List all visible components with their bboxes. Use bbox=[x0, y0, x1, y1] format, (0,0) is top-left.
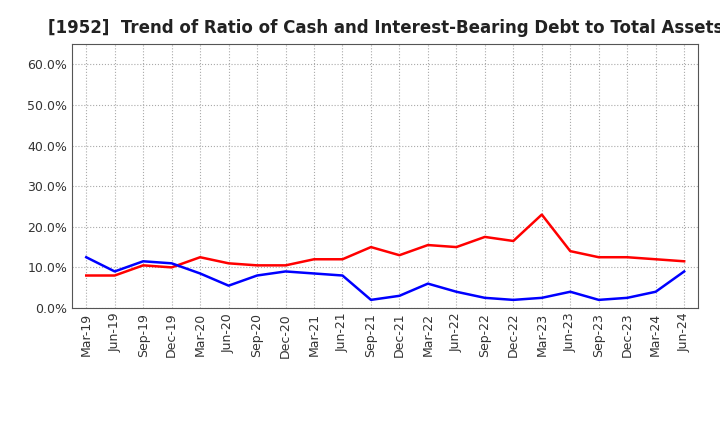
Cash bbox=[423, 242, 432, 248]
Cash bbox=[82, 273, 91, 278]
Cash bbox=[566, 249, 575, 254]
Cash bbox=[509, 238, 518, 244]
Cash bbox=[139, 263, 148, 268]
Cash bbox=[110, 273, 119, 278]
Title: [1952]  Trend of Ratio of Cash and Interest-Bearing Debt to Total Assets: [1952] Trend of Ratio of Cash and Intere… bbox=[48, 19, 720, 37]
Interest-Bearing Debt bbox=[196, 271, 204, 276]
Cash bbox=[537, 212, 546, 217]
Interest-Bearing Debt bbox=[338, 273, 347, 278]
Interest-Bearing Debt bbox=[566, 289, 575, 294]
Cash bbox=[395, 253, 404, 258]
Interest-Bearing Debt bbox=[110, 269, 119, 274]
Interest-Bearing Debt bbox=[452, 289, 461, 294]
Cash bbox=[196, 255, 204, 260]
Cash bbox=[652, 257, 660, 262]
Cash bbox=[282, 263, 290, 268]
Line: Cash: Cash bbox=[86, 215, 684, 275]
Cash bbox=[310, 257, 318, 262]
Line: Interest-Bearing Debt: Interest-Bearing Debt bbox=[86, 257, 684, 300]
Interest-Bearing Debt bbox=[225, 283, 233, 288]
Cash bbox=[167, 265, 176, 270]
Interest-Bearing Debt bbox=[423, 281, 432, 286]
Interest-Bearing Debt bbox=[680, 269, 688, 274]
Interest-Bearing Debt bbox=[480, 295, 489, 301]
Interest-Bearing Debt bbox=[366, 297, 375, 303]
Interest-Bearing Debt bbox=[595, 297, 603, 303]
Interest-Bearing Debt bbox=[167, 260, 176, 266]
Interest-Bearing Debt bbox=[82, 255, 91, 260]
Cash bbox=[452, 245, 461, 250]
Interest-Bearing Debt bbox=[537, 295, 546, 301]
Cash bbox=[253, 263, 261, 268]
Interest-Bearing Debt bbox=[395, 293, 404, 298]
Cash bbox=[680, 259, 688, 264]
Cash bbox=[366, 245, 375, 250]
Cash bbox=[225, 260, 233, 266]
Interest-Bearing Debt bbox=[623, 295, 631, 301]
Cash bbox=[623, 255, 631, 260]
Interest-Bearing Debt bbox=[139, 259, 148, 264]
Interest-Bearing Debt bbox=[310, 271, 318, 276]
Cash bbox=[595, 255, 603, 260]
Interest-Bearing Debt bbox=[253, 273, 261, 278]
Cash bbox=[338, 257, 347, 262]
Interest-Bearing Debt bbox=[509, 297, 518, 303]
Interest-Bearing Debt bbox=[282, 269, 290, 274]
Interest-Bearing Debt bbox=[652, 289, 660, 294]
Cash bbox=[480, 234, 489, 239]
